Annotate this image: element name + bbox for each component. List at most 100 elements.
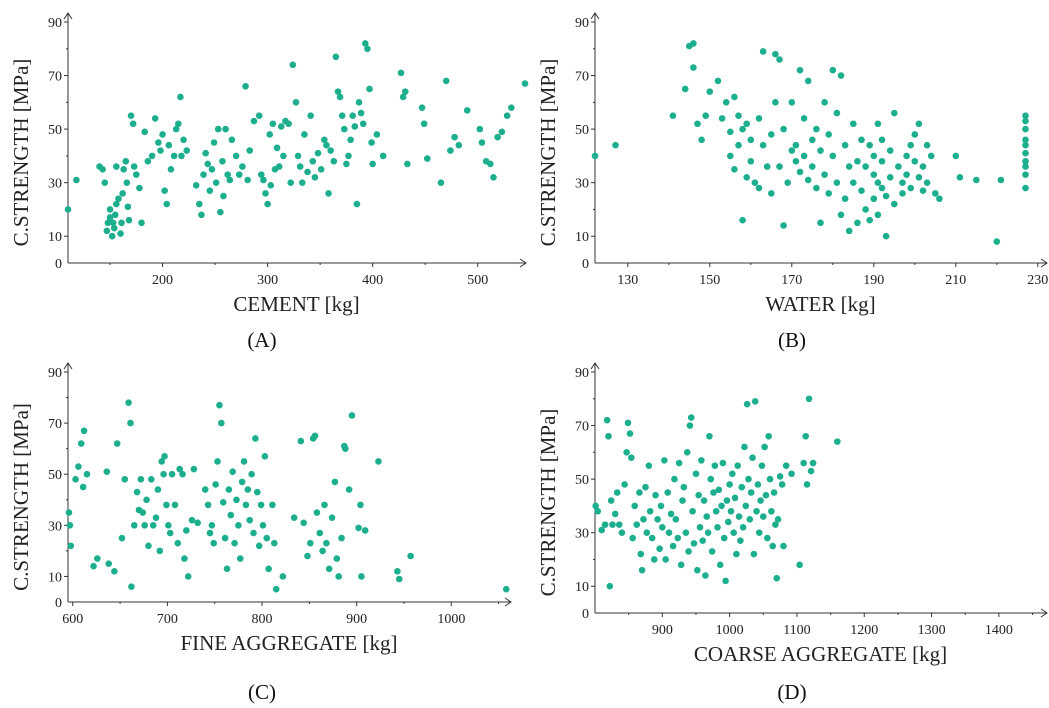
y-tick-label-a: 90 [48, 16, 62, 31]
data-point-d [772, 521, 779, 528]
data-point-c [165, 522, 172, 529]
data-point-c [176, 465, 183, 473]
data-point-c [244, 486, 252, 493]
data-point-a [219, 157, 226, 165]
data-point-d [645, 462, 653, 470]
data-point-b [813, 184, 820, 192]
data-point-a [159, 131, 166, 138]
data-point-b [833, 109, 841, 117]
data-point-d [685, 548, 692, 555]
x-tick-label-a: 200 [152, 273, 173, 288]
data-point-d [680, 483, 688, 491]
data-point-d [765, 432, 772, 440]
data-point-d [745, 475, 752, 483]
data-point-b [886, 147, 894, 154]
data-point-d [696, 524, 704, 531]
data-point-c [201, 486, 209, 493]
data-point-b [1022, 171, 1029, 178]
data-point-c [75, 463, 82, 470]
data-point-a [250, 117, 258, 125]
data-point-d [727, 507, 735, 515]
y-tick-label-a: 10 [48, 230, 62, 245]
caption-b: (B) [778, 328, 806, 352]
data-point-b [870, 171, 878, 178]
y-tick-label-d: 70 [575, 420, 589, 435]
data-point-a [508, 104, 515, 111]
data-point-a [175, 120, 182, 128]
data-point-d [750, 550, 758, 558]
data-point-c [323, 539, 330, 547]
data-point-b [1022, 136, 1029, 144]
data-point-c [407, 552, 414, 560]
data-point-a [262, 190, 269, 197]
data-point-d [802, 432, 809, 440]
data-point-a [399, 93, 407, 101]
data-point-b [829, 66, 837, 74]
data-point-c [154, 486, 162, 493]
data-point-d [626, 430, 634, 437]
data-point-a [113, 200, 120, 208]
data-point-c [279, 573, 287, 580]
data-point-c [166, 529, 174, 537]
data-point-a [198, 211, 205, 219]
data-point-b [882, 192, 890, 200]
data-point-a [170, 152, 178, 160]
data-point-b [878, 184, 886, 192]
caption-a: (A) [247, 328, 277, 352]
data-point-a [123, 179, 131, 186]
data-point-c [311, 432, 319, 440]
data-point-b [669, 112, 677, 120]
data-point-d [782, 462, 790, 470]
data-point-b [878, 157, 886, 165]
data-point-d [737, 537, 744, 544]
data-point-d [624, 419, 632, 427]
data-point-b [784, 179, 791, 186]
data-point-b [743, 120, 750, 128]
data-point-a [373, 131, 381, 138]
data-point-d [698, 457, 705, 464]
data-point-d [776, 473, 784, 480]
data-point-b [739, 125, 746, 133]
data-point-d [711, 462, 719, 470]
data-point-c [72, 476, 79, 483]
data-point-d [609, 521, 616, 528]
data-point-d [759, 513, 767, 520]
data-point-a [280, 152, 287, 160]
x-tick-label-d: 1400 [985, 623, 1013, 638]
data-point-d [633, 521, 641, 528]
data-point-d [780, 542, 787, 550]
data-point-a [304, 168, 311, 176]
data-point-a [455, 141, 463, 149]
data-point-a [442, 77, 450, 85]
data-point-b [878, 136, 886, 144]
data-point-b [755, 184, 763, 192]
data-point-c [221, 534, 229, 542]
data-point-a [341, 125, 348, 133]
data-point-d [768, 507, 775, 515]
data-point-d [778, 481, 786, 488]
data-point-d [682, 529, 690, 536]
data-point-c [216, 401, 223, 409]
data-point-d [687, 414, 695, 421]
data-point-a [212, 179, 220, 186]
y-axis-arrow-d [590, 362, 600, 370]
y-axis-label-c: C.STRENGTH [MPa] [9, 403, 33, 591]
data-point-d [762, 491, 770, 499]
data-point-c [271, 539, 278, 547]
data-point-b [817, 219, 824, 227]
data-point-c [214, 458, 221, 465]
data-point-a [235, 171, 243, 178]
data-point-a [311, 174, 319, 181]
data-point-b [796, 66, 804, 74]
data-point-a [260, 176, 267, 184]
data-point-a [294, 152, 302, 160]
y-tick-label-a: 0 [55, 257, 62, 272]
data-point-c [358, 573, 365, 580]
caption-c: (C) [248, 680, 276, 704]
data-point-a [165, 141, 173, 149]
data-point-b [993, 238, 1001, 245]
data-point-c [242, 501, 250, 509]
data-point-c [212, 481, 219, 488]
data-point-b [1022, 184, 1029, 192]
